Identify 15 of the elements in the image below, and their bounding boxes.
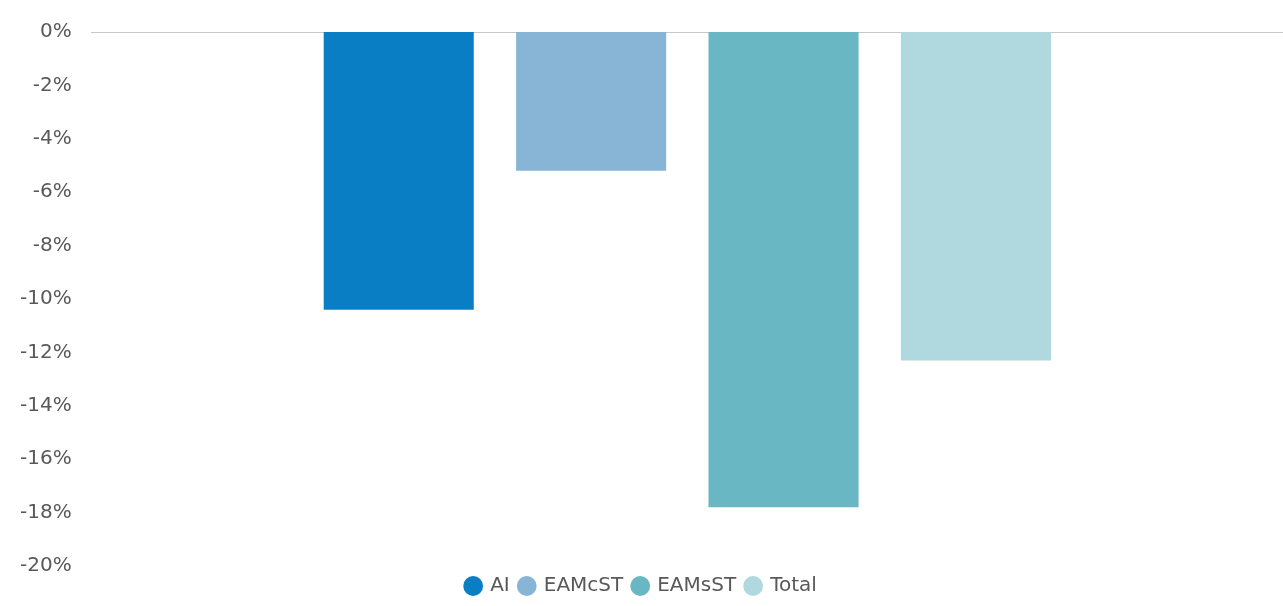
y-tick-label: -16% bbox=[20, 445, 72, 470]
y-tick-label: 0% bbox=[39, 18, 72, 43]
y-tick-label: -18% bbox=[20, 498, 72, 523]
y-tick-label: -4% bbox=[32, 125, 72, 149]
y-tick-label: -12% bbox=[20, 338, 72, 363]
legend-label: EAMcST bbox=[543, 572, 625, 597]
y-tick-label: -20% bbox=[20, 552, 72, 577]
legend-label: EAMsST bbox=[657, 572, 737, 597]
legend-label: AI bbox=[490, 572, 510, 597]
y-tick-label: -6% bbox=[32, 178, 72, 203]
y-tick-label: -8% bbox=[32, 231, 72, 256]
y-tick-label: -14% bbox=[20, 392, 72, 416]
y-tick-label: -10% bbox=[20, 285, 72, 310]
legend-label: Total bbox=[769, 572, 817, 597]
y-tick-label: -2% bbox=[32, 71, 72, 96]
